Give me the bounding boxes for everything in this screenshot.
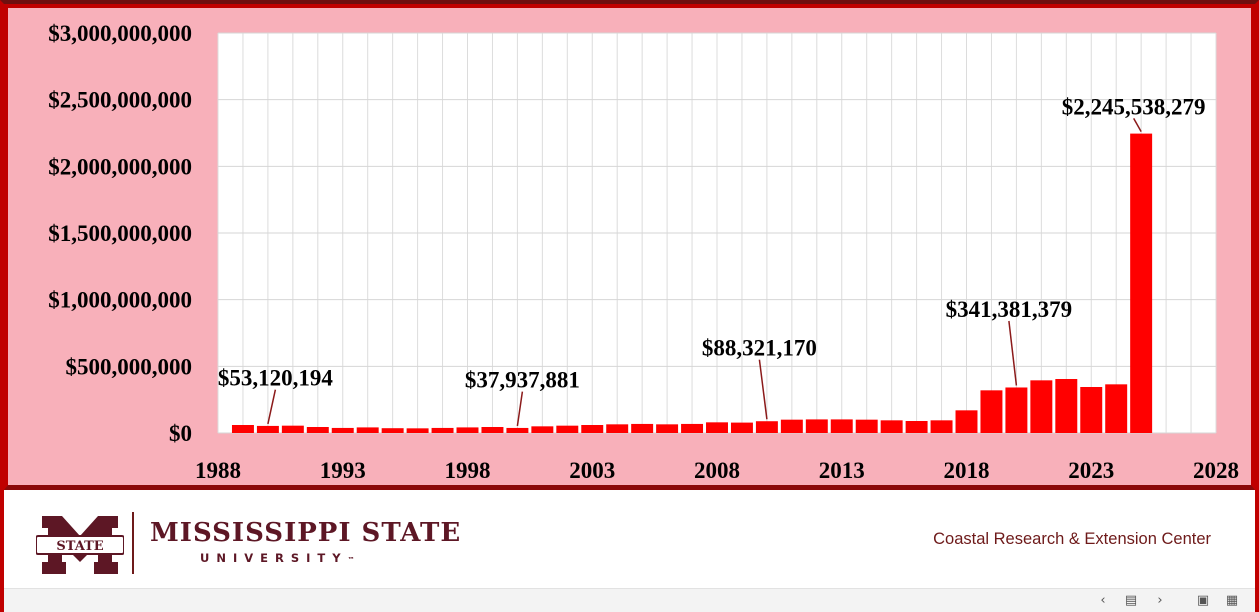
bar-2019 [980, 390, 1003, 433]
bar-2001 [531, 426, 554, 433]
annotation-leader-line [267, 389, 277, 425]
footer: STATE MISSISSIPPI STATE UNIVERSITY™ Coas… [4, 492, 1255, 588]
bar-1989 [231, 425, 254, 433]
brand-sub-text: UNIVERSITY [200, 551, 348, 565]
y-tick-label: $2,000,000,000 [48, 154, 192, 179]
x-tick-label: 1993 [320, 458, 366, 483]
bar-2025 [1130, 133, 1153, 433]
bar-2014 [855, 419, 878, 433]
annotation-label: $88,321,170 [702, 336, 817, 361]
y-tick-label: $0 [169, 421, 192, 446]
x-tick-label: 1988 [195, 458, 241, 483]
bar-2024 [1105, 384, 1128, 433]
x-tick-label: 2028 [1193, 458, 1239, 483]
bar-1995 [381, 428, 404, 433]
annotation-leader-line [758, 359, 768, 420]
bar-2007 [681, 423, 704, 433]
x-tick-label: 2003 [569, 458, 615, 483]
bar-2011 [780, 419, 803, 433]
x-axis-labels: 1988 1993 1998 2003 2008 2013 2018 2023 2028 [195, 458, 1239, 483]
bar-2003 [581, 425, 604, 433]
logo-divider [132, 512, 134, 574]
y-tick-label: $2,500,000,000 [48, 88, 192, 113]
bar-1994 [356, 427, 379, 433]
annotation-leader-line [1008, 320, 1018, 386]
bar-1993 [331, 427, 354, 433]
viewer-toolbar: ‹ ▤ › ▣ ▦ [4, 588, 1255, 612]
next-slide-button[interactable]: › [1157, 593, 1163, 608]
y-axis-labels: $0 $500,000,000 $1,000,000,000 $1,500,000,0… [48, 21, 192, 446]
brand-subtitle: UNIVERSITY™ [200, 551, 355, 565]
bar-2021 [1030, 380, 1053, 433]
bar-2023 [1080, 387, 1103, 433]
annotation-label: $37,937,881 [465, 368, 580, 393]
annotations: $53,120,194 $37,937,881 $88,321,170 $341,38… [218, 94, 1206, 427]
bar-2018 [955, 410, 978, 433]
bar-2010 [755, 421, 778, 433]
x-tick-label: 2018 [944, 458, 990, 483]
y-tick-label: $1,500,000,000 [48, 221, 192, 246]
bar-2005 [631, 423, 654, 433]
bar-2017 [930, 420, 953, 433]
bar-1997 [431, 427, 454, 433]
bar-2009 [730, 422, 753, 433]
bar-1992 [306, 427, 329, 433]
trademark-mark: ™ [347, 556, 355, 564]
bar-1996 [406, 428, 429, 433]
previous-slide-button[interactable]: ‹ [1100, 593, 1106, 608]
annotation-label: $2,245,538,279 [1062, 94, 1206, 119]
bar-2020 [1005, 387, 1028, 433]
y-tick-label: $1,000,000,000 [48, 288, 192, 313]
bar-2000 [506, 427, 529, 433]
bar-1991 [281, 425, 304, 433]
bars [231, 133, 1153, 433]
x-tick-label: 1998 [445, 458, 491, 483]
gridlines [217, 32, 1217, 434]
bar-1990 [256, 425, 279, 433]
annotation-leader-line [1133, 117, 1142, 132]
y-tick-label: $500,000,000 [66, 354, 193, 379]
annotation-label: $53,120,194 [218, 366, 334, 391]
slide-list-icon[interactable]: ▤ [1124, 593, 1138, 608]
bar-2015 [880, 420, 903, 433]
grid-view-icon[interactable]: ▦ [1225, 593, 1239, 608]
y-tick-label: $3,000,000,000 [48, 21, 192, 46]
brand-name: MISSISSIPPI STATE [150, 518, 462, 548]
bar-chart: $0 $500,000,000 $1,000,000,000 $1,500,000,0… [48, 21, 1239, 483]
bar-1999 [481, 427, 504, 433]
x-tick-label: 2013 [819, 458, 865, 483]
annotation-label: $341,381,379 [946, 297, 1073, 322]
x-tick-label: 2008 [694, 458, 740, 483]
bar-2006 [656, 424, 679, 433]
bar-1998 [456, 427, 479, 433]
bar-2022 [1055, 379, 1078, 433]
bar-2013 [830, 419, 853, 433]
bar-2002 [556, 425, 579, 433]
bar-2008 [706, 422, 728, 433]
bar-2016 [905, 421, 928, 433]
x-tick-label: 2023 [1068, 458, 1114, 483]
center-name: Coastal Research & Extension Center [933, 530, 1211, 548]
logo-text: STATE [56, 539, 103, 554]
annotation-leader-line [516, 391, 524, 427]
bar-2012 [805, 419, 828, 433]
normal-view-icon[interactable]: ▣ [1196, 593, 1210, 608]
msu-logo-icon: STATE [36, 516, 124, 574]
bar-2004 [606, 424, 629, 433]
